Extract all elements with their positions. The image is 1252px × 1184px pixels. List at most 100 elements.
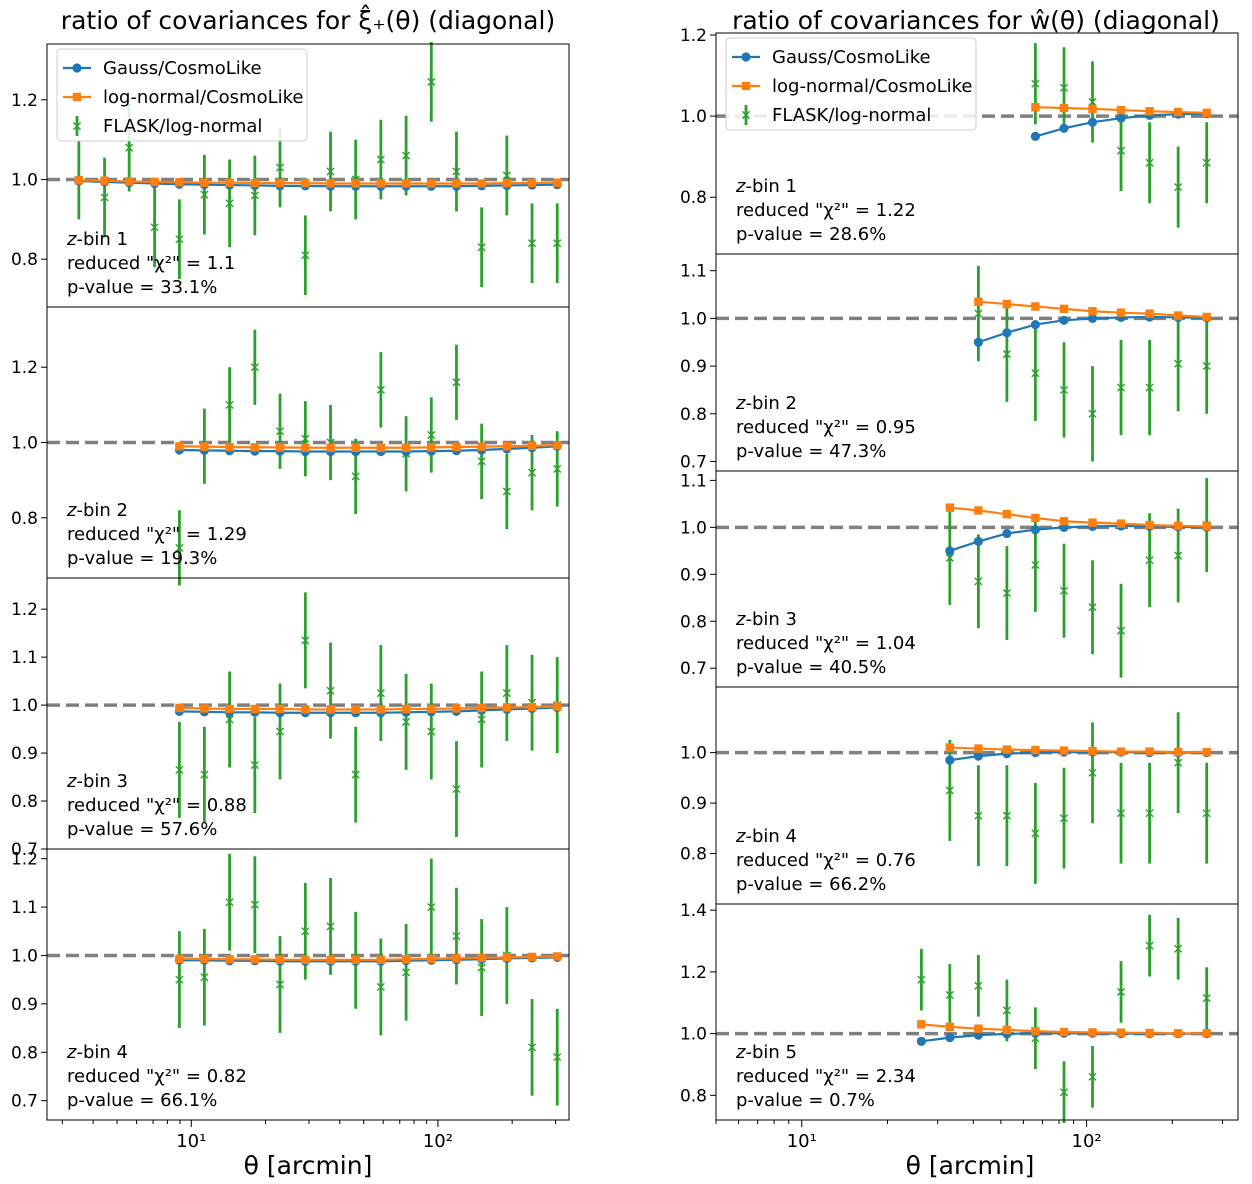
- lognormal-point: [477, 179, 486, 188]
- lognormal-point: [427, 704, 436, 714]
- lognormal-point: [275, 443, 285, 452]
- lognormal-point: [1145, 107, 1154, 116]
- y-tick-label: 0.8: [680, 1086, 707, 1106]
- flask-point: [301, 251, 310, 260]
- legend-gauss-marker: [72, 63, 82, 73]
- lognormal-point: [1173, 311, 1183, 320]
- y-tick-label: 0.8: [680, 612, 707, 632]
- lognormal-point: [527, 702, 537, 712]
- flask-point: [1202, 809, 1211, 818]
- lognormal-point: [553, 702, 562, 711]
- flask-point: [402, 717, 411, 726]
- pvalue-label: p-value = 19.3%: [67, 548, 217, 569]
- lognormal-point: [1031, 745, 1040, 755]
- gauss-point: [973, 536, 983, 547]
- flask-point: [1116, 626, 1126, 635]
- pvalue-label: p-value = 66.1%: [67, 1090, 217, 1111]
- lognormal-point: [124, 177, 134, 186]
- y-tick-label: 1.0: [11, 946, 38, 966]
- lognormal-line: [179, 705, 558, 711]
- lognormal-point: [1002, 745, 1012, 754]
- lognormal-point: [1031, 302, 1040, 311]
- flask-point: [275, 427, 285, 436]
- chi2-label: reduced "χ²" = 1.1: [67, 253, 235, 274]
- lognormal-point: [502, 953, 512, 962]
- lognormal-line: [949, 506, 1207, 528]
- pvalue-label: p-value = 33.1%: [67, 277, 217, 298]
- flask-point: [974, 309, 983, 318]
- gauss-line: [179, 706, 558, 714]
- lognormal-point: [1116, 1028, 1126, 1037]
- lognormal-point: [1088, 746, 1097, 756]
- lognormal-point: [1002, 510, 1012, 519]
- gauss-point: [1002, 328, 1012, 338]
- flask-point: [502, 487, 511, 496]
- lognormal-point: [1116, 747, 1126, 756]
- flask-point: [427, 727, 436, 736]
- y-tick-label: 0.8: [680, 188, 707, 208]
- lognormal-point: [225, 704, 234, 714]
- lognormal-point: [1088, 307, 1097, 316]
- flask-point: [200, 770, 209, 779]
- gauss-point: [1059, 315, 1069, 325]
- flask-point: [1145, 158, 1154, 167]
- legend-label: Gauss/CosmoLike: [103, 58, 262, 79]
- lognormal-point: [1145, 520, 1154, 530]
- legend-box: [56, 48, 308, 142]
- flask-point: [250, 191, 259, 200]
- flask-point: [452, 784, 461, 794]
- lognormal-point: [1059, 103, 1069, 113]
- pvalue-label: p-value = 57.6%: [67, 819, 217, 840]
- flask-point: [1059, 83, 1069, 92]
- right-legend: Gauss/CosmoLike log-normal/CosmoLike FLASK…: [725, 37, 977, 131]
- y-tick-label: 0.8: [680, 845, 707, 865]
- flask-point: [553, 464, 562, 473]
- flask-point: [225, 898, 234, 907]
- legend-lognormal-marker: [72, 92, 82, 102]
- flask-point: [150, 223, 159, 232]
- lognormal-point: [401, 704, 411, 714]
- flask-point: [175, 543, 184, 552]
- lognormal-point: [250, 178, 260, 188]
- legend-box: [725, 37, 977, 131]
- lognormal-point: [301, 955, 310, 965]
- lognormal-point: [275, 955, 285, 965]
- right-x-axis: 10¹ 10²: [715, 1120, 1224, 1152]
- chi2-label: reduced "χ²" = 0.95: [736, 417, 916, 438]
- lognormal-point: [326, 955, 335, 965]
- lognormal-point: [945, 503, 955, 512]
- flask-point: [326, 922, 335, 931]
- flask-point: [100, 193, 109, 202]
- y-tick-label: 1.1: [11, 898, 38, 918]
- gauss-point: [1116, 113, 1126, 123]
- flask-point: [1088, 603, 1097, 612]
- lognormal-point: [351, 179, 360, 188]
- lognormal-point: [1116, 105, 1126, 115]
- flask-point: [1145, 556, 1154, 565]
- flask-point: [326, 167, 335, 176]
- lognormal-point: [502, 178, 512, 188]
- gauss-point: [1087, 117, 1098, 127]
- y-tick-label: 0.9: [680, 794, 707, 814]
- flask-point: [275, 980, 285, 989]
- flask-point: [1088, 97, 1097, 107]
- gauss-line: [179, 956, 558, 963]
- y-tick-label: 1.1: [680, 262, 707, 282]
- zbin-label: z-bin 1: [735, 176, 797, 197]
- lognormal-point: [225, 442, 234, 452]
- flask-point: [477, 457, 486, 466]
- lognormal-point: [553, 952, 562, 961]
- lognormal-point: [1031, 1026, 1040, 1036]
- y-tick-label: 0.9: [680, 565, 707, 585]
- flask-point: [917, 975, 926, 984]
- y-tick-label: 0.7: [680, 659, 707, 679]
- flask-point: [1031, 79, 1040, 88]
- flask-point: [1002, 811, 1011, 820]
- lognormal-point: [527, 178, 537, 188]
- flask-point: [1116, 146, 1126, 155]
- zbin-label: z-bin 4: [735, 826, 797, 847]
- y-tick-label: 0.7: [11, 840, 38, 860]
- lognormal-point: [376, 705, 386, 714]
- right-chart-title: ratio of covariances for ŵ(θ) (diagonal): [732, 6, 1220, 35]
- flask-point: [275, 727, 285, 736]
